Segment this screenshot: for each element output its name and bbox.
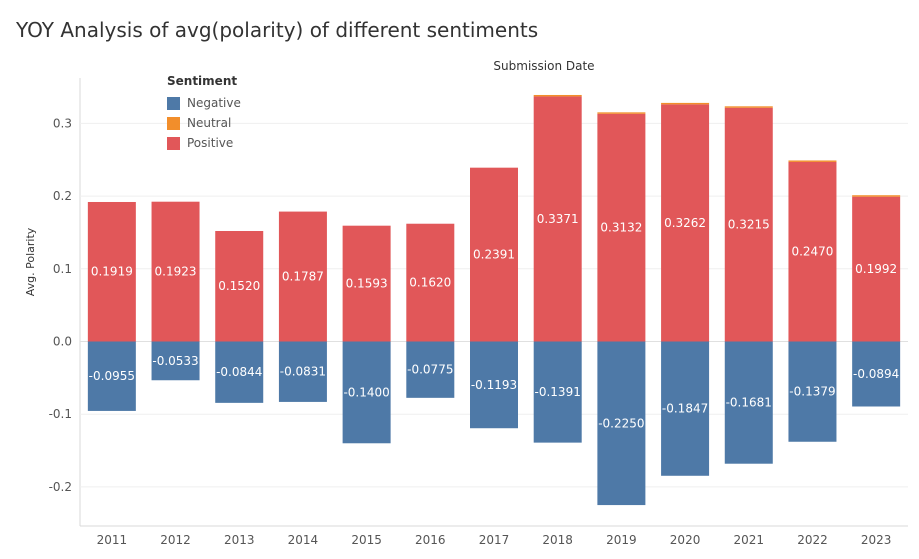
y-tick-label: -0.2: [49, 480, 72, 494]
bar-negative: [597, 341, 646, 506]
bar-negative: [87, 341, 136, 411]
bar-positive: [661, 104, 710, 342]
data-label-negative: -0.1391: [535, 385, 581, 399]
bar-positive: [215, 230, 264, 342]
data-label-negative: -0.1681: [726, 396, 772, 410]
legend: Sentiment Negative Neutral Positive: [167, 74, 241, 153]
data-label-negative: -0.0844: [216, 365, 262, 379]
legend-label-negative: Negative: [187, 96, 241, 110]
bar-positive: [724, 107, 773, 342]
x-tick-label: 2016: [415, 533, 446, 547]
bar-positive: [406, 223, 455, 342]
legend-swatch-negative: [167, 96, 180, 110]
bar-negative: [342, 341, 391, 444]
y-tick-label: 0.2: [53, 189, 72, 203]
data-label-negative: -0.2250: [598, 416, 644, 430]
x-tick-label: 2023: [861, 533, 892, 547]
x-tick-label: 2012: [160, 533, 191, 547]
bar-positive: [788, 161, 837, 342]
bar-positive: [151, 201, 200, 342]
data-label-positive: 0.1923: [155, 265, 197, 279]
legend-item-neutral[interactable]: Neutral: [167, 113, 241, 133]
bar-negative: [533, 341, 582, 443]
data-label-negative: -0.1379: [789, 385, 835, 399]
bar-negative: [215, 341, 264, 403]
y-tick-label: 0.3: [53, 116, 72, 130]
bar-positive: [597, 113, 646, 342]
data-label-negative: -0.0831: [280, 365, 326, 379]
data-label-positive: 0.3262: [664, 216, 706, 230]
y-tick-label: 0.1: [53, 262, 72, 276]
bar-neutral: [852, 195, 901, 197]
x-tick-label: 2013: [224, 533, 255, 547]
data-label-positive: 0.1919: [91, 265, 133, 279]
x-tick-label: 2014: [288, 533, 319, 547]
data-label-positive: 0.2470: [791, 245, 833, 259]
data-label-positive: 0.2391: [473, 248, 515, 262]
x-tick-label: 2017: [479, 533, 510, 547]
chart-title: YOY Analysis of avg(polarity) of differe…: [16, 18, 539, 42]
data-label-positive: 0.1593: [346, 277, 388, 291]
bar-neutral: [597, 112, 646, 114]
x-tick-label: 2019: [606, 533, 637, 547]
bar-positive: [278, 211, 327, 342]
data-label-negative: -0.0533: [152, 354, 198, 368]
data-label-positive: 0.3215: [728, 218, 770, 232]
column-header: Submission Date: [493, 59, 594, 73]
y-tick-label: 0.0: [53, 335, 72, 349]
bar-positive: [852, 196, 901, 342]
x-tick-label: 2020: [670, 533, 701, 547]
bar-negative: [278, 341, 327, 402]
bar-positive: [470, 167, 518, 342]
bar-neutral: [533, 94, 582, 97]
data-label-positive: 0.1992: [855, 262, 897, 276]
legend-swatch-positive: [167, 136, 180, 150]
legend-label-neutral: Neutral: [187, 116, 232, 130]
bar-negative: [470, 341, 518, 429]
bar-negative: [406, 341, 455, 398]
bar-positive: [342, 225, 391, 342]
x-tick-label: 2022: [797, 533, 828, 547]
data-label-negative: -0.1193: [471, 378, 517, 392]
bar-negative: [788, 341, 837, 442]
data-label-positive: 0.1520: [218, 279, 260, 293]
x-tick-label: 2018: [542, 533, 573, 547]
data-label-positive: 0.1620: [409, 276, 451, 290]
bar-positive: [87, 201, 136, 342]
legend-swatch-neutral: [167, 116, 180, 130]
bar-neutral: [724, 106, 773, 108]
bar-negative: [724, 341, 773, 464]
legend-item-negative[interactable]: Negative: [167, 93, 241, 113]
data-label-negative: -0.0894: [853, 367, 899, 381]
data-label-negative: -0.0775: [407, 363, 453, 377]
x-tick-label: 2015: [351, 533, 382, 547]
data-label-negative: -0.1847: [662, 402, 708, 416]
data-label-positive: 0.3132: [600, 221, 642, 235]
bar-neutral: [788, 160, 837, 162]
legend-label-positive: Positive: [187, 136, 234, 150]
data-label-negative: -0.1400: [343, 385, 389, 399]
legend-title: Sentiment: [167, 74, 238, 88]
bar-negative: [661, 341, 710, 476]
data-label-positive: 0.1787: [282, 270, 324, 284]
legend-item-positive[interactable]: Positive: [167, 133, 241, 153]
bar-negative: [151, 341, 200, 381]
data-label-negative: -0.0955: [89, 369, 135, 383]
data-label-positive: 0.3371: [537, 212, 579, 226]
y-axis-title: Avg. Polarity: [24, 227, 37, 296]
bar-positive: [533, 96, 582, 342]
x-tick-label: 2011: [97, 533, 128, 547]
y-tick-label: -0.1: [49, 407, 72, 421]
bar-neutral: [661, 102, 710, 105]
x-tick-label: 2021: [733, 533, 764, 547]
bar-negative: [852, 341, 901, 407]
